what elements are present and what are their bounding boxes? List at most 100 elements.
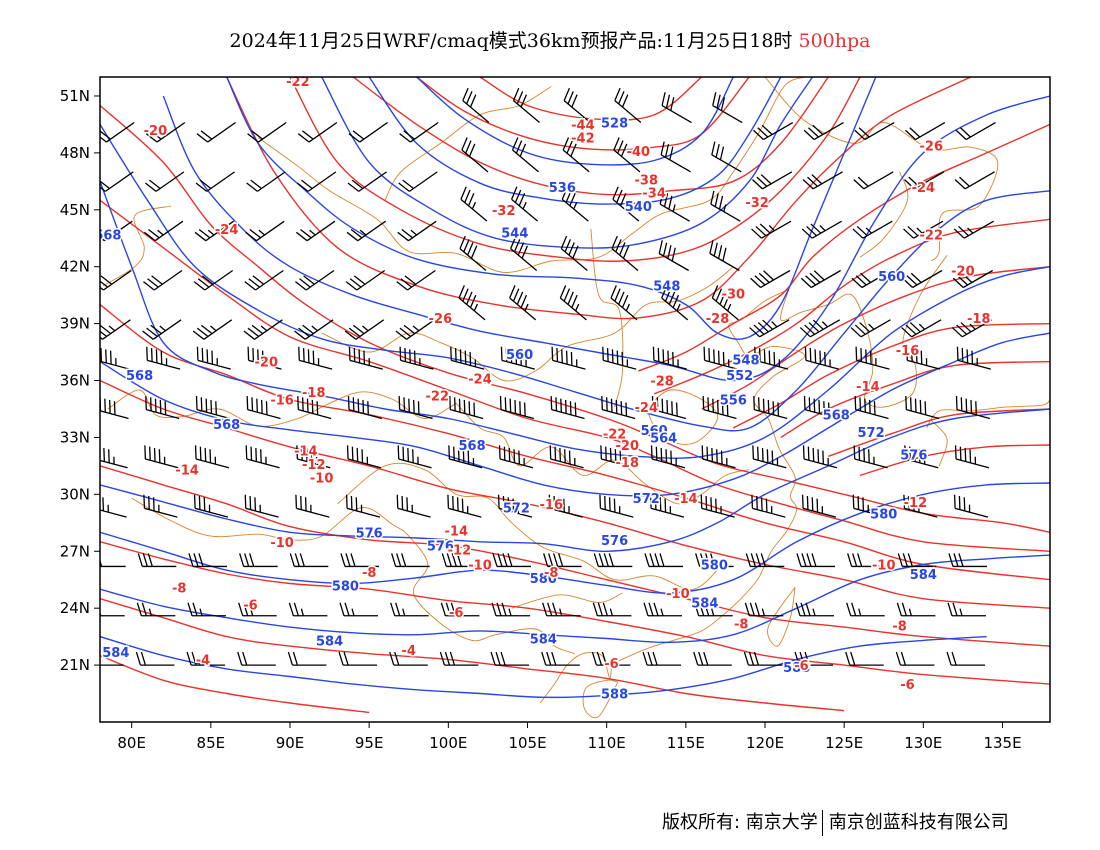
wind-barb [650, 445, 686, 469]
barb-feather [750, 553, 756, 567]
wind-barb [100, 220, 133, 242]
barb-feather [802, 179, 814, 190]
barb-staff [803, 458, 838, 469]
wind-barb [441, 553, 481, 568]
wind-barb [297, 121, 338, 143]
wind-barb [195, 171, 235, 192]
wind-barb [296, 445, 331, 469]
wind-barb [613, 137, 641, 173]
barb-feather [553, 553, 559, 567]
temperature-label: -20 [255, 356, 279, 371]
barb-staff [563, 100, 591, 124]
barb-feather [743, 651, 750, 666]
barb-staff [810, 269, 842, 289]
height-label: 584 [316, 634, 343, 649]
barb-feather [619, 242, 626, 256]
barb-feather [500, 651, 506, 666]
barb-feather [295, 281, 307, 291]
barb-feather [756, 176, 768, 187]
wind-barb [447, 494, 482, 518]
height-label: 584 [102, 646, 129, 661]
barb-staff [196, 409, 231, 420]
barb-feather [718, 195, 724, 210]
barb-feather [695, 553, 701, 567]
wind-barb [802, 171, 843, 190]
wind-barb [294, 319, 334, 340]
barb-feather [618, 291, 625, 305]
barb-staff [409, 171, 438, 192]
temperature-label: -24 [635, 401, 659, 416]
barb-feather [710, 553, 716, 567]
barb-feather [303, 275, 315, 285]
barb-feather [299, 278, 311, 288]
barb-feather [755, 553, 761, 567]
wind-barb [100, 319, 131, 340]
barb-feather [100, 286, 104, 291]
barb-feather [464, 189, 471, 203]
wind-barb [700, 494, 735, 518]
wind-barb [186, 651, 226, 666]
wind-barb [649, 494, 685, 518]
barb-feather [897, 553, 903, 567]
barb-feather [298, 327, 310, 337]
barb-staff [809, 319, 841, 338]
temperature-label: -12 [302, 458, 326, 473]
wind-barb [804, 346, 839, 370]
barb-feather [451, 553, 457, 567]
barb-staff [551, 409, 585, 420]
barb-feather [507, 553, 513, 567]
barb-staff [703, 409, 737, 420]
barb-staff [763, 121, 794, 141]
barb-feather [795, 602, 801, 616]
height-label: 560 [506, 348, 533, 363]
barb-feather [200, 130, 213, 140]
wind-barb [548, 494, 583, 518]
barb-feather [703, 651, 709, 666]
barb-staff [204, 269, 234, 291]
barb-feather [495, 651, 501, 666]
barb-feather [390, 602, 396, 616]
barb-feather [186, 651, 192, 666]
barb-feather [492, 553, 498, 567]
barb-staff [811, 220, 842, 239]
barb-feather [347, 182, 360, 192]
barb-staff [357, 220, 387, 242]
wind-barb [610, 285, 638, 321]
barb-feather [719, 291, 726, 305]
barb-feather [709, 240, 714, 254]
barb-staff [500, 409, 535, 420]
height-contour [100, 635, 987, 699]
wind-barb [845, 651, 884, 666]
barb-half-feather [473, 303, 478, 312]
barb-feather [237, 651, 243, 666]
wind-barb [244, 494, 279, 518]
temperature-label: -30 [722, 287, 746, 302]
barb-feather [854, 129, 866, 141]
barb-feather [294, 330, 306, 340]
temperature-label: -6 [900, 678, 914, 693]
barb-staff [613, 149, 641, 173]
wind-barb [803, 396, 839, 420]
barb-feather [644, 553, 650, 567]
barb-feather [904, 179, 915, 190]
wind-barb [195, 396, 231, 420]
barb-feather [591, 651, 598, 666]
barb-feather [710, 190, 715, 205]
barb-feather [196, 133, 209, 143]
barb-feather [100, 330, 108, 337]
barb-feather [551, 651, 557, 666]
barb-feather [403, 130, 415, 140]
wind-barb [951, 319, 993, 338]
wind-barb [541, 651, 580, 666]
wind-barb [247, 346, 282, 370]
barb-staff [762, 171, 793, 190]
barb-half-feather [351, 608, 355, 616]
barb-feather [711, 285, 719, 299]
wind-barb [450, 346, 485, 370]
barb-feather [292, 651, 299, 666]
barb-staff [659, 203, 690, 222]
barb-staff [460, 198, 488, 222]
barb-feather [191, 651, 197, 666]
barb-feather [460, 186, 467, 200]
wind-barb [100, 558, 126, 568]
